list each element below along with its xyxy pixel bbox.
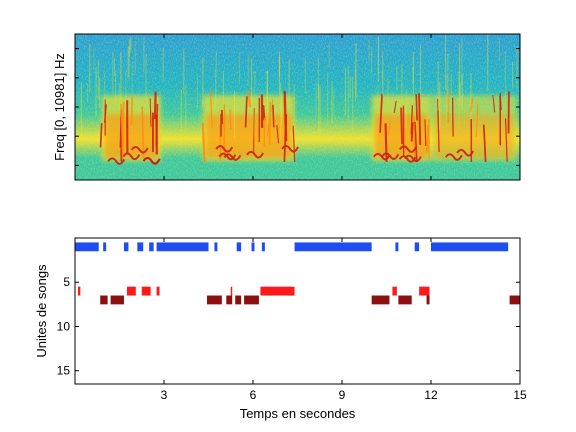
unit-1-event — [414, 242, 420, 252]
unit-7-event — [207, 295, 222, 305]
unit-6-event — [126, 286, 136, 296]
x-tick-label: 15 — [513, 388, 527, 402]
unit-1-event — [236, 242, 242, 252]
unit-1-event — [156, 242, 209, 252]
unit-6-event — [392, 286, 397, 296]
spectrogram-activity — [99, 91, 162, 165]
unit-1-event — [214, 242, 218, 252]
spectrogram-activity — [201, 89, 299, 163]
unit-7-event — [100, 295, 108, 305]
spectrogram-activity — [371, 93, 431, 163]
units-panel: 3 6 9 12 15 5 10 15 Temps en secondes Unites d… — [34, 237, 527, 421]
units-frame — [74, 237, 521, 385]
x-tick-label: 6 — [250, 388, 257, 402]
unit-7-event — [398, 295, 412, 305]
unit-1-event — [395, 242, 399, 252]
x-tick-label: 9 — [339, 388, 346, 402]
x-tick-label: 12 — [424, 388, 438, 402]
x-axis-label: Temps en secondes — [240, 406, 356, 421]
y-tick-label: 5 — [63, 275, 70, 289]
unit-7-event — [244, 295, 259, 305]
unit-7-event — [235, 295, 242, 305]
unit-1-event — [251, 242, 255, 252]
unit-7-event — [509, 295, 520, 305]
unit-6-event — [141, 286, 151, 296]
units-events — [75, 242, 520, 305]
units-y-axis-label: Unites de songs — [34, 264, 49, 358]
unit-6-event — [156, 286, 160, 296]
spectrogram-x-ticks — [163, 34, 521, 180]
spectrogram-activity — [431, 90, 518, 163]
unit-1-event — [431, 242, 509, 252]
unit-1-event — [261, 242, 265, 252]
unit-1-event — [137, 242, 144, 252]
unit-6-event — [230, 286, 233, 296]
unit-7-event — [426, 295, 430, 305]
spectrogram-y-axis-label: Freq [0, 10981] Hz — [52, 53, 67, 161]
spectrogram-image — [75, 34, 520, 180]
unit-1-event — [149, 242, 154, 252]
units-plot-area — [75, 238, 520, 384]
unit-7-event — [226, 295, 233, 305]
unit-6-event — [77, 286, 81, 296]
spectrogram-y-ticks — [75, 48, 520, 166]
unit-1-event — [103, 242, 107, 252]
unit-7-event — [110, 295, 124, 305]
unit-1-event — [75, 242, 99, 252]
unit-1-event — [123, 242, 129, 252]
y-tick-label: 15 — [57, 364, 71, 378]
unit-6-event — [260, 286, 295, 296]
unit-1-event — [294, 242, 372, 252]
unit-6-event — [419, 286, 430, 296]
unit-7-event — [371, 295, 390, 305]
units-y-ticks: 5 10 15 — [57, 275, 520, 378]
units-x-ticks: 3 6 9 12 15 — [161, 238, 527, 402]
x-tick-label: 3 — [161, 388, 168, 402]
y-tick-label: 10 — [57, 319, 71, 333]
spectrogram-panel: Freq [0, 10981] Hz — [52, 33, 521, 181]
